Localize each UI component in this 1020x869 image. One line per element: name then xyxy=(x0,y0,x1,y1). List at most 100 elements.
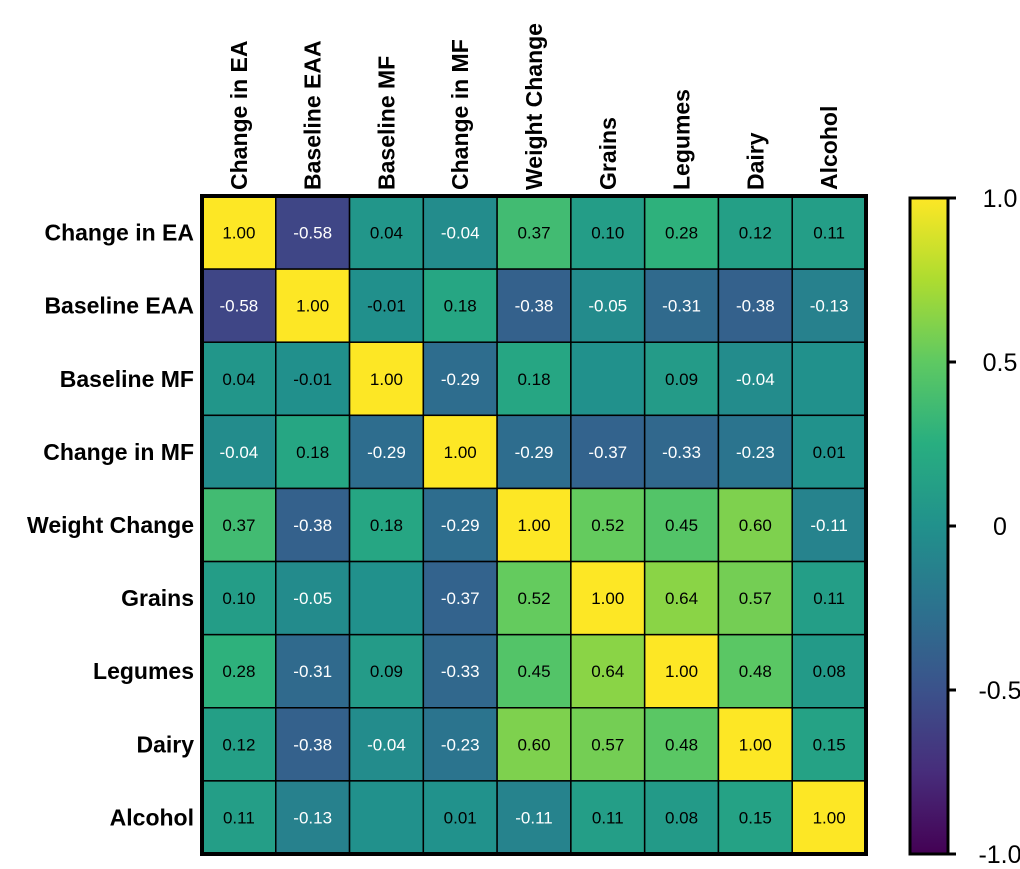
cell-value-label: 0.52 xyxy=(591,516,624,535)
cell-value-label: -0.05 xyxy=(588,297,627,316)
cell-value-label: 0.11 xyxy=(813,224,845,243)
cell-value-label: 1.00 xyxy=(296,297,329,316)
cell-value-label: -0.37 xyxy=(441,589,480,608)
heatmap-cell xyxy=(422,341,498,417)
column-label: Baseline MF xyxy=(373,56,399,190)
cell-value-label: 0.18 xyxy=(370,516,403,535)
cell-value-label: -0.23 xyxy=(441,735,480,754)
heatmap-cell xyxy=(275,560,351,636)
heatmap-cell xyxy=(422,780,498,855)
heatmap-cell xyxy=(275,487,351,563)
heatmap-cell xyxy=(643,268,720,343)
cell-value-label: -0.38 xyxy=(293,516,332,535)
cell-value-label: -0.11 xyxy=(515,808,553,827)
heatmap-cell xyxy=(422,633,498,709)
heatmap-cell xyxy=(643,707,720,782)
heatmap-cell xyxy=(791,268,867,343)
colorbar-tick-label: -0.5 xyxy=(978,677,1020,705)
cell-value-label: 0.57 xyxy=(739,589,772,608)
cell-value-label: -0.05 xyxy=(293,589,332,608)
cell-value-label: 0.01 xyxy=(813,443,846,462)
heatmap-cell xyxy=(717,780,793,855)
cell-value-label: 0.37 xyxy=(517,224,550,243)
heatmap-cell xyxy=(570,487,646,563)
cell-value-label: 0.10 xyxy=(222,589,255,608)
cell-value-label: 0.45 xyxy=(665,516,698,535)
heatmap-cell xyxy=(496,341,572,417)
cell-value-label: -0.33 xyxy=(662,443,701,462)
column-label: Change in EA xyxy=(226,40,252,190)
cell-value-label: 0.57 xyxy=(591,735,624,754)
colorbar-tick-label: 0.5 xyxy=(983,349,1018,377)
heatmap-cell xyxy=(348,780,425,855)
row-label: Alcohol xyxy=(110,804,194,830)
column-label: Weight Change xyxy=(521,23,547,190)
cell-value-label: -0.23 xyxy=(736,443,775,462)
heatmap-cell xyxy=(717,560,793,636)
cell-value-label: -0.31 xyxy=(293,662,332,681)
row-label: Baseline EAA xyxy=(44,293,194,319)
cell-value-label: 0.28 xyxy=(665,224,698,243)
cell-value-label: 1.00 xyxy=(517,516,550,535)
column-label: Baseline EAA xyxy=(300,40,326,190)
row-label: Weight Change xyxy=(27,512,194,538)
cell-value-label: 0.11 xyxy=(813,589,845,608)
heatmap-cell xyxy=(496,633,572,709)
heatmap-cell xyxy=(570,195,646,270)
cell-value-label: -0.29 xyxy=(367,443,406,462)
row-label: Baseline MF xyxy=(60,366,194,392)
cell-value-label: 0.04 xyxy=(222,370,255,389)
heatmap-cell xyxy=(201,268,277,343)
cell-value-label: 0.11 xyxy=(592,808,624,827)
heatmap-cell xyxy=(422,414,498,490)
colorbar-tick-label: 1.0 xyxy=(983,185,1018,213)
cell-value-label: -0.38 xyxy=(736,297,775,316)
column-label: Legumes xyxy=(669,89,695,190)
row-labels: Change in EA Baseline EAA Baseline MF Chang… xyxy=(27,220,194,831)
heatmap-cell xyxy=(348,414,425,490)
cell-value-label: -0.58 xyxy=(220,297,259,316)
heatmap-border xyxy=(200,194,868,856)
cell-value-label: 0.15 xyxy=(813,735,846,754)
heatmap-cell xyxy=(717,633,793,709)
cell-value-label: 0.09 xyxy=(665,370,698,389)
column-label: Dairy xyxy=(742,132,768,190)
cell-value-label: -0.04 xyxy=(367,735,406,754)
heatmap-cell xyxy=(791,707,867,782)
cell-value-label: -0.58 xyxy=(293,224,332,243)
column-label: Change in MF xyxy=(447,39,473,190)
heatmap-cell xyxy=(201,780,277,855)
cell-value-label: 0.60 xyxy=(739,516,772,535)
cell-value-label: 0.01 xyxy=(444,808,477,827)
cell-value-label: 1.00 xyxy=(370,370,403,389)
row-label: Change in EA xyxy=(44,220,194,246)
heatmap-cell xyxy=(348,341,425,417)
cell-value-label: -0.31 xyxy=(662,297,701,316)
heatmap-cell xyxy=(717,487,793,563)
heatmap-cell xyxy=(275,195,351,270)
row-label: Grains xyxy=(121,585,194,611)
heatmap-cell xyxy=(348,633,425,709)
heatmap-cell xyxy=(791,780,867,855)
cell-value-label: -0.04 xyxy=(441,224,480,243)
heatmap-cell xyxy=(275,633,351,709)
cell-value-label: -0.04 xyxy=(736,370,775,389)
heatmap-cell xyxy=(791,560,867,636)
colorbar-gradient xyxy=(908,196,950,856)
cell-value-label: 0.64 xyxy=(665,589,698,608)
cell-value-label: 0.52 xyxy=(517,589,550,608)
column-label: Alcohol xyxy=(816,106,842,190)
cell-value-label: -0.01 xyxy=(367,297,406,316)
heatmap-cell xyxy=(422,707,498,782)
cell-value-label: 1.00 xyxy=(444,443,477,462)
cell-value-label: -0.38 xyxy=(515,297,554,316)
cell-value-label: 0.12 xyxy=(222,735,255,754)
heatmap-cell xyxy=(201,341,277,417)
cell-value-label: -0.13 xyxy=(293,808,332,827)
row-label: Dairy xyxy=(136,731,194,757)
row-label: Legumes xyxy=(93,658,194,684)
cell-value-label: 1.00 xyxy=(813,808,846,827)
heatmap-cell xyxy=(275,341,351,417)
cell-value-label: 0.12 xyxy=(739,224,772,243)
